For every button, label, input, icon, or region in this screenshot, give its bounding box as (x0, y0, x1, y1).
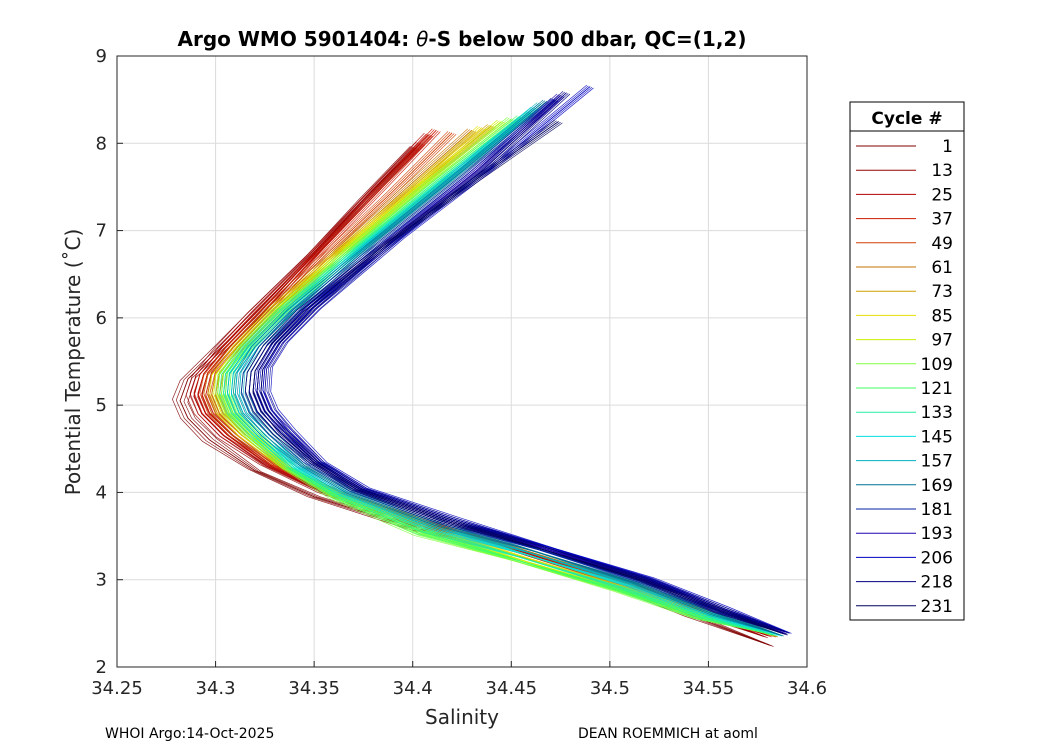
y-tick-label: 7 (96, 221, 107, 242)
legend-label-97: 97 (931, 331, 953, 351)
legend-label-218: 218 (921, 573, 953, 593)
x-tick-label: 34.3 (196, 678, 236, 699)
series-line-231 (252, 121, 784, 635)
legend-label-157: 157 (921, 452, 953, 472)
series-line-169-variant (233, 99, 776, 634)
series-line-133-variant (219, 111, 770, 634)
legend-label-13: 13 (931, 161, 953, 181)
legend-label-206: 206 (921, 548, 953, 568)
x-tick-labels: 34.25 34.3 34.35 34.4 34.45 34.5 34.55 34.6 (91, 678, 827, 699)
y-tick-label: 2 (96, 657, 107, 678)
legend-label-49: 49 (931, 234, 953, 254)
series-line-73-variant (207, 124, 770, 635)
series-line-218-variant (268, 93, 790, 634)
x-tick-label: 34.5 (590, 678, 630, 699)
legend-label-181: 181 (921, 500, 953, 520)
title-suffix: -S below 500 dbar, QC=(1,2) (428, 27, 746, 51)
legend-label-25: 25 (931, 185, 953, 205)
series-line-145-variant (223, 106, 774, 634)
legend-label-37: 37 (931, 210, 953, 230)
x-tick-label: 34.4 (393, 678, 433, 699)
title-prefix: Argo WMO 5901404: (178, 27, 417, 51)
y-tick-label: 3 (96, 570, 107, 591)
x-tick-label: 34.35 (288, 678, 340, 699)
legend-label-85: 85 (931, 306, 953, 326)
series-line-218-variant (264, 93, 788, 634)
plot-frame (116, 55, 808, 668)
series-line-169-variant (236, 100, 778, 635)
series-line-13-variant (185, 141, 760, 636)
x-tick-label: 34.45 (486, 678, 538, 699)
x-tick-label: 34.6 (787, 678, 827, 699)
legend: Cycle # 1 13 25 37 49 61 73 85 97 109 121 133 145 157… (849, 101, 965, 621)
series-line-121-variant (217, 115, 766, 633)
series-line-157-variant (227, 102, 776, 634)
series-line-206-variant (266, 86, 790, 634)
series-line-121-variant (221, 116, 768, 634)
title-theta: θ (416, 27, 428, 51)
series-line-169 (240, 101, 780, 636)
series-line-49-variant (199, 131, 768, 635)
legend-label-133: 133 (921, 403, 953, 423)
legend-entries: 1 13 25 37 49 61 73 85 97 109 121 133 145 157 169 181 19… (856, 137, 953, 617)
y-axis-label: Potential Temperature (˚C) (61, 229, 85, 496)
x-axis-label: Salinity (425, 705, 499, 729)
legend-title: Cycle # (871, 109, 942, 129)
legend-label-1: 1 (942, 137, 953, 157)
series-line-169-variant (244, 101, 782, 636)
legend-label-169: 169 (921, 476, 953, 496)
y-tick-label: 4 (96, 482, 107, 503)
series-line-231-variant (260, 122, 788, 636)
series-line-121-variant (232, 118, 774, 636)
legend-label-73: 73 (931, 282, 953, 302)
x-tick-label: 34.55 (683, 678, 735, 699)
series-line-109-variant (215, 117, 764, 633)
series-line-206 (262, 86, 788, 633)
series-line-231-variant (248, 120, 782, 634)
legend-label-121: 121 (921, 379, 953, 399)
x-tick-label: 34.25 (91, 678, 143, 699)
y-tick-label: 5 (96, 395, 107, 416)
legend-label-145: 145 (921, 427, 953, 447)
footer-right: DEAN ROEMMICH at aoml (578, 726, 758, 742)
legend-label-193: 193 (921, 524, 953, 544)
series-line-181-variant (240, 97, 780, 632)
series-line-231-variant (244, 119, 780, 633)
legend-label-109: 109 (921, 355, 953, 375)
series-line-231-variant (256, 121, 786, 635)
y-tick-label: 9 (96, 46, 107, 67)
chart-title: Argo WMO 5901404: θ-S below 500 dbar, QC… (178, 27, 747, 51)
series-group (172, 84, 792, 647)
legend-label-231: 231 (921, 597, 953, 617)
legend-label-61: 61 (931, 258, 953, 278)
footer-left: WHOI Argo:14-Oct-2025 (105, 726, 275, 742)
series-line-109-variant (219, 117, 766, 634)
series-line-206-variant (270, 87, 792, 634)
y-tick-labels: 2 3 4 5 6 7 8 9 (96, 46, 107, 678)
series-line-121 (224, 116, 770, 635)
y-tick-label: 8 (96, 133, 107, 154)
y-tick-label: 6 (96, 308, 107, 329)
